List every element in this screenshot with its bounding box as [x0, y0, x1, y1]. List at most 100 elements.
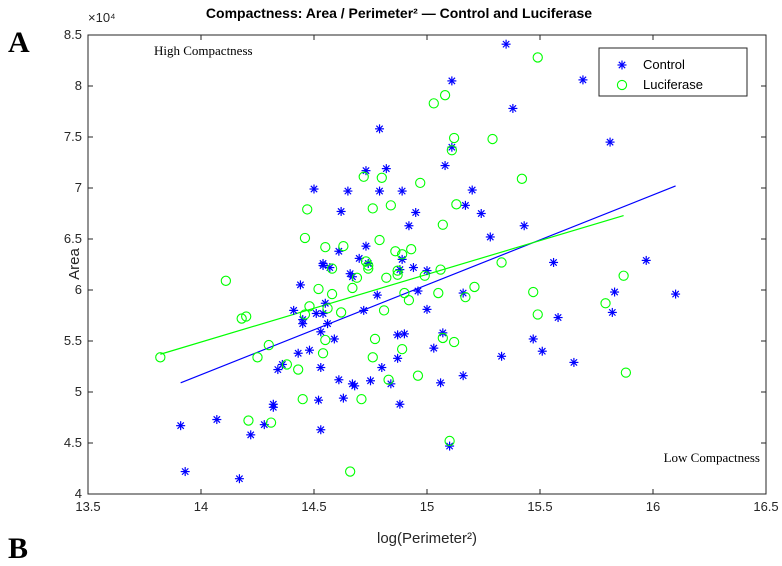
point-luciferase: [381, 272, 392, 283]
point-control: [508, 103, 518, 113]
y-exponent-label: ×10⁴: [88, 10, 116, 25]
point-luciferase: [396, 249, 408, 260]
point-control: [375, 186, 385, 196]
point-luciferase: [320, 242, 331, 253]
point-control: [399, 329, 409, 339]
point-control: [569, 357, 579, 367]
point-luciferase: [460, 291, 471, 303]
point-control: [501, 39, 511, 49]
point-control: [350, 381, 360, 391]
point-luciferase: [302, 204, 313, 215]
y-tick-label: 7: [75, 180, 82, 195]
point-control: [395, 399, 405, 409]
point-control: [268, 399, 278, 409]
point-control: [422, 304, 432, 314]
y-tick-label: 6.5: [64, 231, 82, 246]
point-luciferase: [347, 282, 358, 294]
point-luciferase: [446, 145, 458, 156]
fit-line-luciferase: [160, 214, 624, 355]
point-control: [304, 345, 314, 355]
y-tick-label: 8: [75, 78, 82, 93]
point-control: [293, 348, 303, 358]
point-luciferase: [516, 173, 528, 184]
point-control: [377, 363, 387, 373]
y-axis: 4 4.5 5 5.5 6 6.5 7 7.5 8 8.5: [64, 27, 766, 501]
x-axis-title: log(Perimeter²): [377, 530, 477, 547]
point-luciferase: [326, 263, 338, 274]
point-luciferase: [448, 336, 460, 348]
point-luciferase: [428, 98, 439, 109]
point-control: [429, 343, 439, 353]
x-tick-label: 14: [194, 499, 208, 514]
y-tick-label: 4: [75, 486, 82, 501]
point-control: [318, 261, 328, 271]
point-luciferase: [600, 298, 611, 309]
point-control: [408, 263, 418, 273]
point-luciferase: [369, 333, 381, 345]
legend-marker-control: [617, 60, 627, 70]
point-luciferase: [448, 132, 460, 144]
point-luciferase: [439, 90, 451, 101]
point-control: [578, 75, 588, 85]
annotation-high-compactness: High Compactness: [154, 43, 253, 58]
point-control: [549, 257, 559, 267]
point-luciferase: [435, 264, 446, 275]
legend-asterisk-icon: [617, 60, 627, 70]
point-control: [338, 393, 348, 403]
point-control: [528, 334, 538, 344]
x-tick-label: 15.5: [527, 499, 552, 514]
fit-line-control: [180, 185, 676, 384]
point-luciferase: [367, 203, 378, 214]
point-luciferase: [351, 272, 363, 283]
point-control: [610, 287, 620, 297]
legend-circle-icon: [616, 79, 628, 91]
point-control: [372, 290, 382, 300]
point-control: [440, 161, 450, 171]
point-control: [309, 184, 319, 194]
point-luciferase: [236, 313, 247, 324]
point-control: [375, 124, 385, 134]
point-control: [234, 474, 244, 484]
point-luciferase: [412, 370, 424, 381]
point-luciferase: [358, 171, 369, 182]
x-tick-label: 16: [646, 499, 660, 514]
point-luciferase: [299, 309, 311, 320]
point-luciferase: [451, 199, 462, 210]
point-control: [359, 305, 369, 315]
point-luciferase: [618, 270, 629, 281]
y-axis-title: Area: [66, 248, 83, 280]
point-control: [447, 76, 457, 86]
data-points: [155, 39, 681, 484]
y-tick-label: 7.5: [64, 129, 82, 144]
point-control: [176, 421, 186, 431]
point-luciferase: [378, 305, 390, 316]
point-control: [295, 280, 305, 290]
x-tick-label: 13.5: [75, 499, 100, 514]
point-control: [519, 221, 529, 231]
point-control: [361, 166, 371, 176]
point-luciferase: [335, 307, 347, 318]
point-control: [497, 351, 507, 361]
point-control: [460, 200, 470, 210]
point-luciferase: [392, 269, 403, 280]
point-luciferase: [374, 234, 385, 246]
point-control: [397, 186, 407, 196]
legend-box: [598, 47, 748, 97]
point-luciferase: [363, 260, 374, 271]
point-luciferase: [433, 287, 444, 299]
point-luciferase: [155, 352, 166, 363]
point-luciferase: [406, 244, 417, 255]
point-luciferase: [419, 270, 430, 281]
point-luciferase: [252, 352, 263, 363]
point-control: [212, 415, 222, 425]
point-control: [323, 319, 333, 329]
chart-title: Compactness: Area / Perimeter² — Control…: [206, 5, 592, 21]
point-control: [411, 207, 421, 217]
point-luciferase: [392, 265, 403, 276]
point-luciferase: [345, 466, 356, 477]
point-control: [316, 425, 326, 435]
x-tick-label: 15: [420, 499, 434, 514]
point-luciferase: [304, 301, 315, 312]
point-control: [607, 307, 617, 317]
annotation-low-compactness: Low Compactness: [664, 450, 760, 465]
